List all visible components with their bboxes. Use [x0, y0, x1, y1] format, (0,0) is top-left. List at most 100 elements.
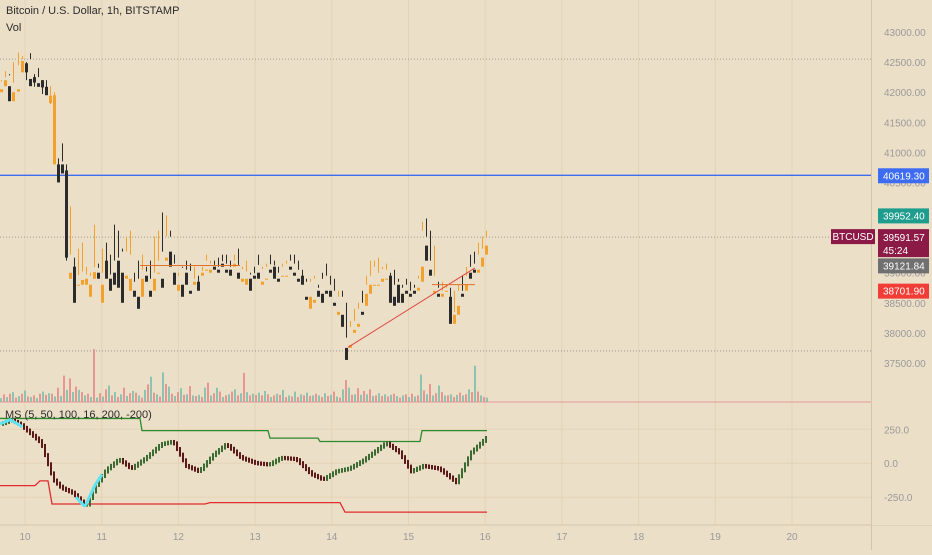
price-label-box	[878, 258, 929, 274]
oscillator-bar	[23, 423, 25, 430]
oscillator-highlight-top	[0, 418, 23, 429]
volume-bar	[246, 392, 248, 402]
oscillator-bar	[344, 467, 346, 473]
volume-bars	[0, 349, 488, 402]
candle-body	[149, 290, 152, 297]
volume-bar	[48, 393, 50, 402]
oscillator-bar	[275, 458, 277, 465]
oscillator-bar	[320, 475, 322, 481]
oscillator-indicator-label[interactable]: MS (5, 50, 100, 16, 200, -200)	[5, 409, 152, 421]
candle-body	[281, 275, 284, 277]
price-tick-label: 42500.00	[884, 58, 926, 69]
volume-bar	[420, 374, 422, 402]
oscillator-bar	[425, 463, 427, 469]
candle-body	[209, 269, 212, 273]
oscillator-bar	[218, 448, 220, 455]
oscillator-bar	[263, 461, 265, 467]
oscillator-bar	[143, 457, 145, 464]
oscillator-bar	[206, 460, 208, 468]
oscillator-bar	[461, 468, 463, 479]
volume-bar	[66, 389, 68, 402]
oscillator-bar	[224, 443, 226, 450]
volume-bar	[285, 397, 287, 402]
candle-body	[73, 266, 76, 303]
oscillator-bar	[212, 453, 214, 461]
volume-bar	[483, 397, 485, 402]
oscillator-bar	[179, 447, 181, 457]
candle-body	[381, 278, 384, 282]
time-tick-label: 16	[480, 532, 492, 543]
oscillator-bar	[413, 468, 415, 474]
volume-indicator-label[interactable]: Vol	[6, 22, 22, 34]
volume-bar	[18, 395, 20, 402]
time-tick-label: 12	[173, 532, 185, 543]
candle-body	[293, 272, 296, 276]
candle-body	[321, 293, 324, 303]
oscillator-bar	[350, 465, 352, 471]
oscillator-bar	[221, 445, 223, 453]
oscillator-bar	[386, 441, 388, 447]
price-tag-box	[831, 229, 875, 245]
volume-bar	[363, 391, 365, 402]
volume-bar	[408, 397, 410, 402]
candle-body	[153, 278, 156, 291]
volume-bar	[432, 395, 434, 402]
oscillator-bar	[335, 469, 337, 476]
oscillator-bar	[428, 464, 430, 469]
volume-bar	[318, 395, 320, 402]
candle-body	[125, 275, 128, 279]
time-tick-label: 10	[19, 532, 31, 543]
volume-bar	[405, 394, 407, 402]
volume-bar	[276, 393, 278, 402]
symbol-title[interactable]: Bitcoin / U.S. Dollar, 1h, BITSTAMP	[6, 5, 180, 17]
candle-body	[445, 290, 448, 292]
oscillator-bar	[137, 461, 139, 468]
volume-bar	[396, 395, 398, 402]
volume-bar	[228, 394, 230, 402]
candle-body	[265, 278, 268, 280]
volume-bar	[255, 394, 257, 402]
oscillator-bar	[371, 451, 373, 458]
oscillator-bar	[449, 473, 451, 480]
volume-bar	[351, 394, 353, 402]
candle-body	[469, 272, 472, 279]
time-axis[interactable]: 10 11 12 13 14 15 16 17 18 19 20	[19, 532, 798, 543]
volume-bar	[15, 397, 17, 402]
oscillator-bar	[437, 466, 439, 471]
volume-bar	[24, 390, 26, 402]
volume-bar	[213, 393, 215, 402]
candle-body	[373, 284, 376, 286]
volume-bar	[51, 393, 53, 402]
candle-body	[465, 284, 468, 291]
volume-bar	[27, 396, 29, 402]
oscillator-bar	[332, 471, 334, 478]
candle-body	[249, 278, 252, 291]
volume-bar	[63, 375, 65, 402]
volume-bar	[267, 394, 269, 402]
volume-bar	[168, 386, 170, 402]
volume-bar	[69, 378, 71, 402]
volume-bar	[384, 394, 386, 402]
oscillator-bar	[185, 458, 187, 468]
volume-bar	[456, 394, 458, 402]
candle-body	[353, 329, 356, 333]
oscillator-bar	[359, 460, 361, 467]
volume-bar	[321, 397, 323, 402]
volume-bar	[453, 397, 455, 402]
volume-bar	[312, 395, 314, 402]
oscillator-bar	[233, 446, 235, 454]
candle-body	[121, 272, 124, 303]
oscillator-bar	[440, 466, 442, 473]
oscillator-bar	[125, 460, 127, 467]
oscillator-bar	[278, 456, 280, 463]
volume-bar	[354, 394, 356, 402]
volume-bar	[234, 389, 236, 402]
time-tick-label: 18	[633, 532, 645, 543]
volume-bar	[207, 382, 209, 402]
volume-bar	[141, 397, 143, 402]
volume-bar	[216, 387, 218, 402]
volume-bar	[339, 397, 341, 402]
oscillator-bar	[470, 450, 472, 461]
